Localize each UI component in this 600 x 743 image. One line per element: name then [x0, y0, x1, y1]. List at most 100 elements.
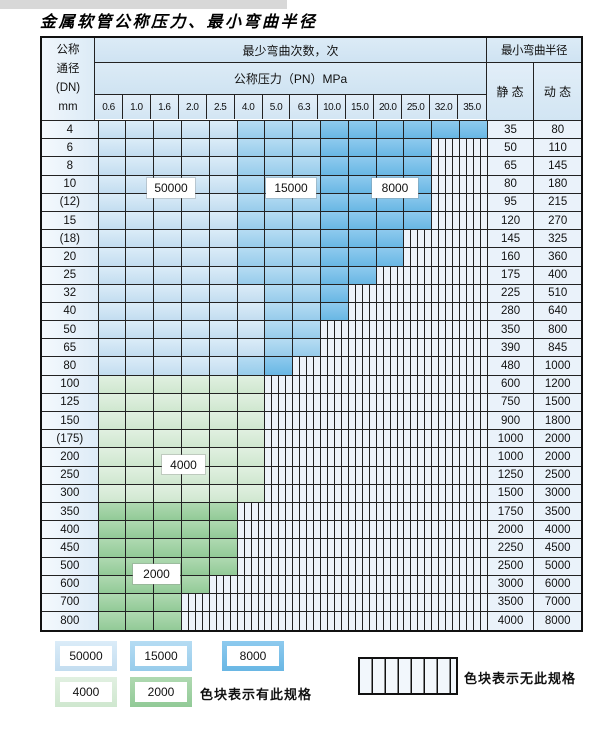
pressure-cell-unavailable: [459, 193, 488, 211]
table-row: 250 1250 2500: [42, 466, 582, 485]
table-row: 65 390 845: [42, 339, 582, 358]
legend-swatch: 15000: [130, 641, 192, 671]
pressure-cell-8000: [320, 230, 349, 248]
pressure-cell-unavailable: [348, 339, 377, 357]
table-row: 150 900 1800: [42, 412, 582, 431]
pressure-cell-unavailable: [320, 484, 349, 502]
table-row: 6 50 110: [42, 139, 582, 158]
pressure-cell-8000: [320, 121, 349, 139]
pressure-cell-8000: [404, 211, 433, 230]
pressure-cell-unavailable: [293, 484, 321, 502]
pressure-cell-4000: [126, 484, 155, 502]
pressure-cell-unavailable: [348, 357, 377, 375]
pressure-cell-2000: [98, 612, 127, 631]
table-row: 32 225 510: [42, 284, 582, 303]
pressure-cell-unavailable: [348, 412, 377, 430]
pressure-cell-4000: [181, 412, 210, 430]
dynamic-cell: 270: [534, 211, 582, 230]
pressure-cell-50000: [126, 339, 155, 357]
pressure-cell-8000: [376, 248, 405, 266]
pressure-cell-50000: [181, 139, 210, 157]
pressure-cell-unavailable: [459, 321, 488, 339]
pressure-cell-50000: [209, 302, 238, 321]
pressure-cell-50000: [126, 157, 155, 175]
pressure-cell-4000: [209, 484, 238, 502]
pressure-cell-8000: [265, 357, 294, 375]
table-row: (175) 1000 2000: [42, 430, 582, 449]
pressure-cell-50000: [98, 230, 127, 248]
pressure-cell-unavailable: [404, 575, 433, 593]
pressure-cell-50000: [98, 211, 127, 230]
pressure-cell-50000: [181, 121, 210, 139]
pressure-cell-4000: [98, 484, 127, 502]
pressure-cell-50000: [181, 357, 210, 375]
pressure-cell-4000: [237, 412, 266, 430]
pressure-cell-8000: [404, 139, 433, 157]
pressure-cell-unavailable: [459, 157, 488, 175]
pressure-cell-unavailable: [432, 484, 460, 502]
legend-unavailable-label: 色块表示无此规格: [464, 671, 577, 686]
pressure-cell-unavailable: [376, 466, 405, 484]
pressure-cell-unavailable: [432, 357, 460, 375]
cycle-label-overlay: 2000: [133, 564, 180, 584]
pressure-cell-8000: [320, 266, 349, 284]
pressure-cell-15000: [265, 121, 294, 139]
pressure-cell-50000: [237, 302, 266, 321]
pressure-cell-unavailable: [459, 248, 488, 266]
table-row: 350 1750 3500: [42, 502, 582, 522]
pressure-cell-unavailable: [404, 339, 433, 357]
pressure-cell-8000: [348, 211, 377, 230]
pressure-cell-unavailable: [404, 357, 433, 375]
pressure-cell-4000: [154, 484, 182, 502]
dynamic-cell: 110: [534, 139, 582, 157]
pressure-cell-unavailable: [432, 612, 460, 631]
pressure-cell-15000: [237, 211, 266, 230]
pressure-cell-unavailable: [459, 284, 488, 302]
table-row: 300 1500 3000: [42, 484, 582, 503]
pressure-cell-15000: [237, 357, 266, 375]
pressure-cell-unavailable: [265, 393, 294, 411]
pressure-cell-50000: [154, 248, 182, 266]
pressure-cell-unavailable: [432, 339, 460, 357]
pressure-cell-15000: [237, 157, 266, 175]
dn-cell: 800: [42, 612, 99, 631]
bend-cycles-header: 最少弯曲次数，次: [95, 38, 486, 63]
pressure-cell-4000: [181, 375, 210, 393]
pressure-cell-2000: [126, 539, 155, 557]
pressure-cell-2000: [209, 521, 238, 539]
pressure-cell-unavailable: [432, 139, 460, 157]
pressure-cell-unavailable: [376, 375, 405, 393]
pressure-cell-unavailable: [376, 539, 405, 557]
dn-cell: 50: [42, 321, 99, 339]
pressure-cell-50000: [154, 139, 182, 157]
pressure-cell-unavailable: [376, 302, 405, 321]
pressure-cell-4000: [154, 393, 182, 411]
pressure-cell-unavailable: [404, 466, 433, 484]
pressure-value: 20.0: [374, 95, 403, 119]
pressure-cell-unavailable: [320, 557, 349, 575]
pressure-cell-50000: [209, 321, 238, 339]
pressure-cell-unavailable: [459, 521, 488, 539]
pressure-cell-unavailable: [432, 266, 460, 284]
pressure-header-group: 最少弯曲次数，次 公称压力（PN）MPa 0.6 1.0 1.6 2.0 2.5 4.0 5…: [95, 38, 487, 120]
pressure-cell-unavailable: [404, 484, 433, 502]
dynamic-cell: 215: [534, 193, 582, 211]
pressure-cell-15000: [265, 266, 294, 284]
pressure-cell-unavailable: [404, 248, 433, 266]
pressure-cell-50000: [181, 266, 210, 284]
pressure-cell-4000: [126, 412, 155, 430]
pressure-cell-15000: [293, 321, 321, 339]
pressure-cell-unavailable: [459, 539, 488, 557]
pressure-cell-2000: [181, 502, 210, 521]
static-cell: 280: [487, 302, 535, 321]
static-cell: 750: [487, 393, 535, 411]
pressure-cell-4000: [237, 448, 266, 466]
dn-cell: 500: [42, 557, 99, 575]
hatch-swatch: [358, 657, 458, 695]
pressure-cell-unavailable: [432, 302, 460, 321]
pressure-cell-15000: [265, 321, 294, 339]
cycle-label-overlay: 50000: [147, 178, 195, 198]
static-cell: 2000: [487, 521, 535, 539]
dn-cell: 700: [42, 593, 99, 612]
pressure-cell-unavailable: [404, 557, 433, 575]
